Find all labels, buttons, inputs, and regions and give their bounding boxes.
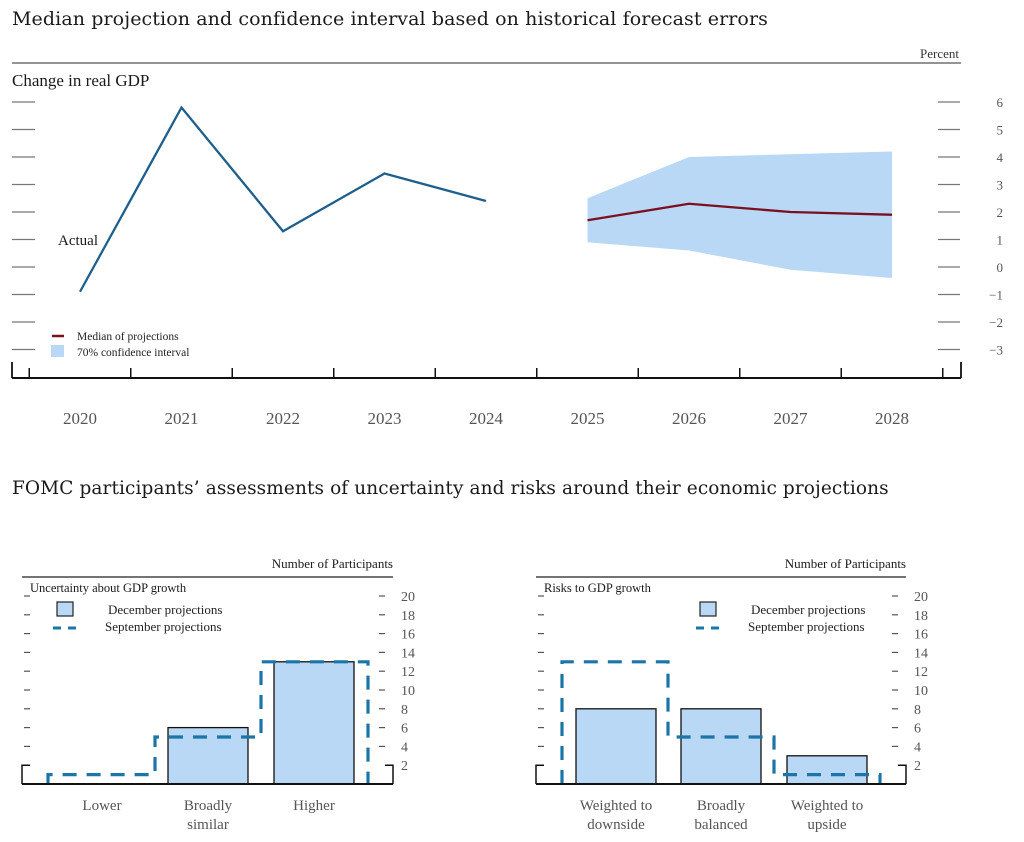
y-tick-label: 2 (997, 205, 1004, 220)
unit-label: Percent (920, 46, 959, 61)
september-step-outline (560, 660, 882, 784)
y-tick-label: 16 (914, 628, 928, 643)
y-axis-title: Number of Participants (272, 556, 393, 571)
legend-band-swatch (51, 345, 64, 357)
december-bar (273, 661, 355, 785)
legend-december-swatch (699, 601, 717, 617)
y-tick-label: 1 (997, 233, 1004, 248)
x-tick-label: 2022 (266, 409, 300, 428)
y-tick-label: 5 (997, 123, 1004, 138)
y-tick-label: 16 (401, 628, 415, 643)
gdp-projection-chart: Percent Change in real GDP 6 5 4 3 2 1 0 −1 −2 −3 Ac… (11, 46, 1004, 428)
category-label: Higher (293, 798, 335, 814)
december-bar (680, 708, 762, 785)
y-tick-label: 2 (401, 759, 408, 774)
december-bar (575, 708, 657, 785)
y-axis-title: Number of Participants (785, 556, 906, 571)
y-tick-label: −3 (989, 343, 1003, 358)
y-tick-label: 6 (401, 722, 408, 737)
y-tick-label: 3 (997, 178, 1004, 193)
y-tick-label: 4 (401, 740, 408, 755)
legend-december-label: December projections (108, 602, 222, 617)
y-tick-label: 18 (914, 609, 928, 624)
panel-title: Uncertainty about GDP growth (30, 581, 187, 595)
y-tick-label: 6 (914, 722, 921, 737)
legend-median-label: Median of projections (77, 331, 179, 343)
y-tick-label: 14 (914, 646, 928, 661)
legend-september-label: September projections (105, 619, 222, 634)
legend-december-label: December projections (751, 602, 865, 617)
panel-title: Risks to GDP growth (544, 581, 652, 595)
category-label: upside (807, 817, 847, 833)
y-tick-label: −1 (989, 288, 1003, 303)
confidence-band (587, 151, 892, 278)
y-tick-label: 20 (401, 590, 415, 605)
category-label: Weighted to (580, 798, 653, 814)
y-tick-label: 14 (401, 646, 415, 661)
x-tick-label: 2023 (368, 409, 402, 428)
category-label: Broadly (184, 798, 233, 814)
x-tick-label: 2025 (571, 409, 605, 428)
x-tick-label: 2024 (469, 409, 504, 428)
actual-line (78, 105, 487, 293)
december-bar (786, 755, 868, 785)
x-tick-label: 2026 (672, 409, 706, 428)
x-tick-label: 2027 (774, 409, 809, 428)
y-tick-label: 20 (914, 590, 928, 605)
actual-label: Actual (58, 233, 98, 249)
y-tick-label: 10 (401, 684, 415, 699)
september-step-outline (46, 660, 370, 784)
y-tick-label: 4 (997, 150, 1004, 165)
median-line (587, 202, 893, 222)
bottom-section-title: FOMC participants’ assessments of uncert… (12, 478, 889, 499)
category-label: Broadly (697, 798, 746, 814)
panel-title: Change in real GDP (12, 71, 149, 90)
top-section-title: Median projection and confidence interva… (12, 8, 769, 30)
y-tick-label: −2 (989, 315, 1003, 330)
category-label: Lower (82, 798, 121, 814)
legend-band-label: 70% confidence interval (77, 347, 189, 359)
y-tick-label: 2 (914, 759, 921, 774)
x-axis-right-cap (898, 764, 907, 784)
category-label: similar (187, 817, 229, 833)
x-tick-label: 2020 (63, 409, 97, 428)
y-tick-label: 12 (401, 665, 415, 680)
x-axis-left-cap (21, 764, 30, 784)
category-label: downside (587, 817, 645, 833)
y-tick-label: 10 (914, 684, 928, 699)
y-tick-label: 6 (997, 95, 1004, 110)
legend-september-label: September projections (748, 619, 865, 634)
category-label: balanced (694, 817, 748, 833)
category-label: Weighted to (791, 798, 864, 814)
y-tick-label: 12 (914, 665, 928, 680)
legend-december-swatch (56, 601, 74, 617)
x-axis-left-cap (535, 764, 544, 784)
y-tick-label: 4 (914, 740, 921, 755)
y-tick-label: 0 (997, 260, 1004, 275)
x-tick-label: 2021 (165, 409, 199, 428)
y-tick-label: 8 (401, 703, 408, 718)
y-tick-label: 18 (401, 609, 415, 624)
december-bar (167, 726, 249, 785)
y-tick-label: 8 (914, 703, 921, 718)
x-tick-label: 2028 (875, 409, 909, 428)
x-axis-right-cap (385, 764, 394, 784)
